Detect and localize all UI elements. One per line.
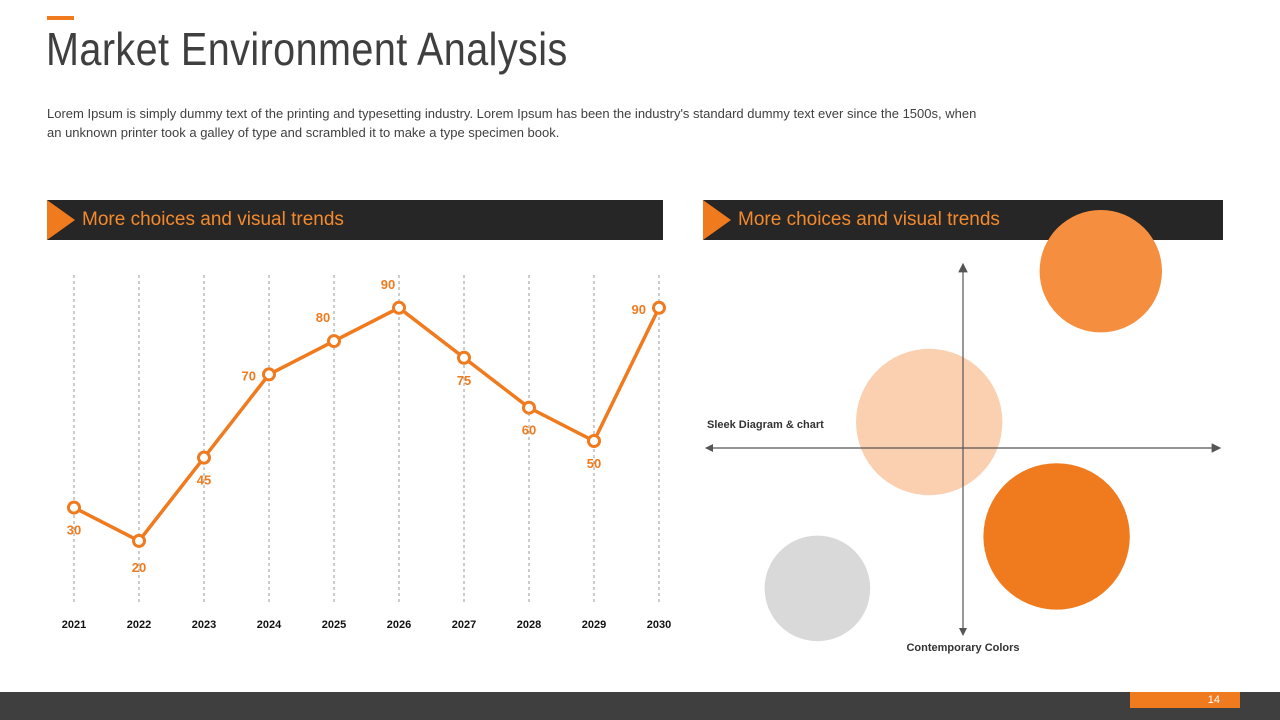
data-label: 90 (632, 302, 646, 317)
data-point (132, 533, 146, 548)
bubble (1039, 210, 1163, 333)
data-point (327, 334, 341, 349)
data-point (587, 434, 601, 448)
data-label: 90 (381, 277, 395, 292)
data-label: 80 (316, 310, 330, 325)
data-point (262, 367, 276, 382)
bubble (983, 463, 1130, 610)
x-tick-label: 2024 (257, 619, 282, 631)
data-point (652, 300, 666, 315)
data-point (67, 500, 81, 515)
left-panel-title: More choices and visual trends (82, 209, 344, 230)
right-panel-title: More choices and visual trends (738, 209, 1000, 230)
x-tick-label: 2028 (517, 619, 541, 631)
footer-bar (0, 692, 1280, 720)
data-label: 70 (242, 368, 256, 383)
series-line (73, 306, 661, 543)
x-axis-label: Sleek Diagram & chart (707, 419, 824, 431)
triangle-icon (703, 200, 731, 240)
data-label: 45 (197, 473, 211, 488)
data-label: 50 (587, 456, 601, 471)
data-label: 30 (67, 523, 81, 538)
y-axis-label: Contemporary Colors (906, 642, 1019, 654)
x-tick-label: 2025 (322, 619, 346, 631)
x-tick-label: 2023 (192, 619, 216, 631)
data-point (457, 350, 471, 365)
data-point (522, 400, 536, 415)
data-point (197, 450, 211, 465)
bubble (856, 348, 1003, 496)
x-tick-label: 2021 (62, 619, 86, 631)
left-panel-header: More choices and visual trends (47, 200, 663, 240)
right-panel-header: More choices and visual trends (703, 200, 1223, 240)
page-title: Market Environment Analysis (46, 23, 568, 75)
x-tick-label: 2026 (387, 619, 411, 631)
bubble (764, 535, 871, 642)
x-tick-label: 2030 (647, 619, 671, 631)
page-number: 14 (1130, 692, 1240, 708)
data-label: 75 (457, 373, 471, 388)
intro-paragraph: Lorem Ipsum is simply dummy text of the … (47, 106, 977, 140)
x-tick-label: 2029 (582, 619, 606, 631)
data-label: 60 (522, 423, 536, 438)
data-label: 20 (132, 560, 146, 575)
x-tick-label: 2022 (127, 619, 151, 631)
x-tick-label: 2027 (452, 619, 476, 631)
title-accent-bar (47, 16, 74, 20)
data-point (392, 300, 406, 315)
triangle-icon (47, 200, 75, 240)
